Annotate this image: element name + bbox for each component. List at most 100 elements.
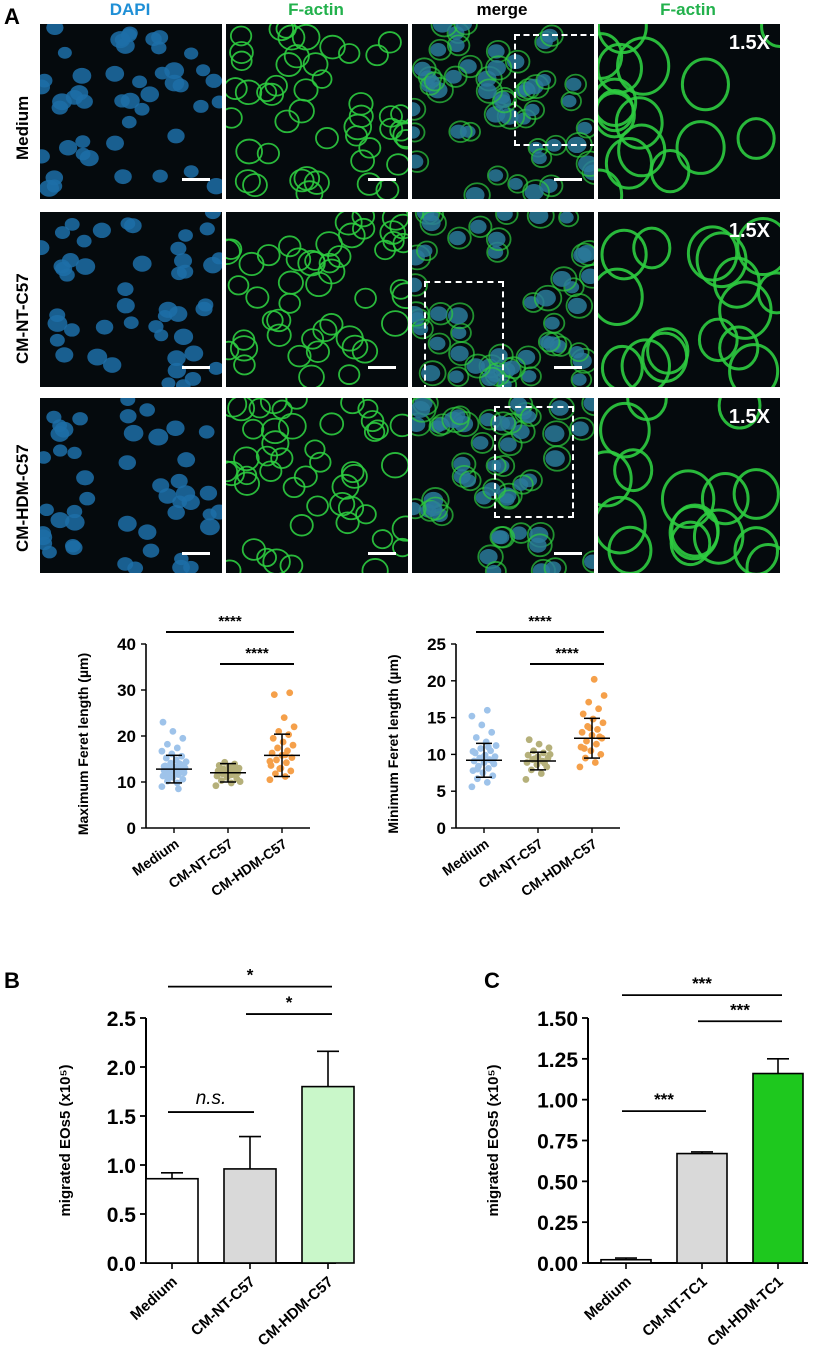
- data-point: [492, 742, 500, 749]
- data-point: [280, 714, 288, 721]
- significance-label: ****: [245, 645, 269, 662]
- y-tick-label: 1.00: [537, 1090, 578, 1113]
- x-tick-label: CM-HDM-C57: [255, 1273, 337, 1348]
- y-tick-label: 0.5: [107, 1204, 137, 1227]
- y-tick-label: 25: [427, 635, 446, 654]
- data-point: [275, 728, 283, 735]
- data-point: [474, 775, 481, 783]
- micrograph-dapi-2: [40, 212, 222, 387]
- significance-label: *: [247, 966, 254, 985]
- y-axis-label: Minimum Feret length (µm): [385, 654, 401, 833]
- row-label-cm-hdm-c57: CM-HDM-C57: [13, 444, 32, 552]
- y-tick-label: 2.5: [107, 1008, 137, 1031]
- y-tick-label: 0.00: [537, 1253, 578, 1276]
- column-header-f-actin: F-actin: [288, 0, 344, 19]
- zoom-region-box: [514, 34, 596, 146]
- bar: [676, 1152, 728, 1264]
- significance-label: ***: [692, 974, 712, 993]
- panel-a-letter: A: [4, 4, 20, 29]
- data-point: [591, 759, 599, 766]
- data-point: [272, 770, 279, 778]
- data-point: [158, 783, 166, 790]
- migration-bar-chart-c: 0.00 0.25 0.50 0.75 1.00 1.25 1.50 migrated EOs…: [485, 974, 808, 1348]
- y-tick-label: 1.25: [537, 1049, 578, 1072]
- y-tick-label: 10: [427, 745, 446, 764]
- data-point: [535, 740, 543, 748]
- y-tick-label: 0: [127, 819, 136, 838]
- scale-bar: [182, 366, 210, 369]
- x-tick-label: Medium: [581, 1273, 634, 1324]
- significance-label: ***: [654, 1090, 674, 1109]
- migration-bar-chart-b: 0.0 0.5 1.0 1.5 2.0 2.5 migrated EOs5 (x10⁵) Me…: [57, 966, 355, 1348]
- data-point: [488, 728, 496, 736]
- micrograph-actin-3: [226, 398, 408, 573]
- data-point: [477, 745, 485, 752]
- micrograph-merge-3: [412, 398, 594, 573]
- data-point: [173, 744, 181, 752]
- data-point: [472, 734, 480, 741]
- data-point: [600, 692, 608, 699]
- data-point: [221, 758, 229, 766]
- panel-b-letter: B: [4, 968, 20, 993]
- scale-bar: [554, 178, 582, 181]
- data-point: [165, 774, 172, 782]
- data-point: [290, 723, 298, 731]
- data-point: [537, 770, 545, 777]
- data-point: [159, 772, 167, 780]
- scale-bar: [182, 178, 210, 181]
- data-point: [167, 759, 175, 767]
- bar: [752, 1072, 804, 1264]
- y-axis-label: Maximum Feret length (µm): [75, 653, 91, 835]
- data-point: [474, 765, 481, 773]
- data-point: [579, 710, 587, 718]
- y-tick-label: 20: [117, 727, 136, 746]
- y-tick-label: 0.75: [537, 1131, 578, 1154]
- data-point: [266, 757, 274, 765]
- data-point: [593, 740, 600, 748]
- data-point: [485, 764, 492, 772]
- data-point: [236, 778, 244, 785]
- bar: [223, 1168, 277, 1264]
- y-axis-label: migrated EOs5 (x10⁵): [485, 1064, 502, 1216]
- data-point: [269, 734, 277, 742]
- data-point: [468, 783, 476, 791]
- scale-bar: [554, 552, 582, 555]
- data-point: [491, 753, 499, 761]
- data-point: [597, 751, 605, 758]
- data-point: [485, 743, 492, 751]
- micrograph-merge-1: [412, 24, 594, 199]
- data-point: [212, 782, 220, 790]
- significance-label: ****: [218, 613, 242, 630]
- scale-bar: [554, 366, 582, 369]
- data-point: [227, 779, 235, 787]
- zoom-label: 1.5X: [728, 32, 770, 54]
- data-point: [283, 759, 290, 767]
- micrograph-dapi-1: [40, 24, 222, 199]
- panel-c-letter: C: [484, 968, 500, 993]
- data-point: [158, 747, 166, 755]
- data-point: [469, 748, 477, 755]
- data-point: [178, 752, 186, 760]
- data-point: [545, 744, 553, 752]
- y-tick-label: 1.0: [107, 1155, 136, 1178]
- micrograph-zoom-1: 1.5X: [598, 24, 780, 199]
- zoom-region-box: [494, 406, 574, 518]
- data-point: [273, 756, 280, 764]
- scale-bar: [368, 366, 396, 369]
- y-tick-label: 15: [427, 709, 446, 728]
- y-tick-label: 2.0: [107, 1057, 136, 1080]
- scale-bar: [182, 552, 210, 555]
- bar: [145, 1177, 199, 1264]
- data-point: [590, 675, 598, 683]
- data-point: [489, 758, 497, 766]
- data-point: [468, 712, 476, 720]
- y-tick-label: 40: [117, 635, 136, 654]
- data-point: [599, 719, 607, 727]
- column-header-merge: merge: [476, 0, 528, 19]
- y-axis-label: migrated EOs5 (x10⁵): [57, 1064, 74, 1216]
- column-header-dapi: DAPI: [109, 0, 151, 19]
- scale-bar: [368, 552, 396, 555]
- micrograph-actin-2: [226, 212, 408, 387]
- significance-label: ****: [528, 613, 552, 630]
